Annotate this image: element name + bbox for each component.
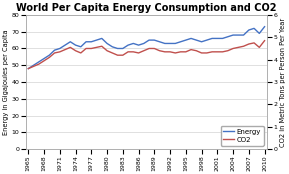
Energy — [63, 44, 67, 46]
Energy — [205, 39, 209, 41]
CO2 — [200, 52, 203, 54]
Energy — [237, 34, 240, 36]
Energy — [163, 42, 166, 45]
CO2 — [257, 46, 261, 48]
Energy — [184, 39, 188, 41]
CO2 — [32, 65, 35, 67]
CO2 — [216, 51, 219, 53]
Line: Energy: Energy — [28, 27, 264, 69]
CO2 — [27, 68, 30, 70]
CO2 — [163, 51, 166, 53]
CO2 — [174, 52, 177, 54]
Energy — [53, 49, 56, 51]
Energy — [105, 42, 109, 45]
Energy — [179, 41, 182, 43]
Energy — [257, 32, 261, 34]
CO2 — [95, 46, 98, 48]
CO2 — [100, 45, 103, 47]
CO2 — [58, 51, 62, 53]
CO2 — [142, 50, 146, 52]
Energy — [42, 57, 46, 60]
Energy — [95, 39, 98, 41]
Energy — [68, 41, 72, 43]
Energy — [226, 36, 229, 38]
CO2 — [79, 52, 83, 54]
CO2 — [37, 63, 40, 65]
Energy — [27, 68, 30, 70]
CO2 — [53, 52, 56, 54]
CO2 — [158, 50, 161, 52]
CO2 — [48, 56, 51, 58]
CO2 — [74, 50, 77, 52]
CO2 — [131, 51, 135, 53]
Energy — [90, 41, 93, 43]
CO2 — [184, 51, 188, 53]
Energy — [84, 41, 88, 43]
CO2 — [153, 48, 156, 50]
Energy — [200, 41, 203, 43]
Energy — [121, 48, 125, 50]
CO2 — [63, 49, 67, 51]
Title: World Per Capita Energy Consumption and CO2: World Per Capita Energy Consumption and … — [16, 3, 277, 13]
Energy — [194, 39, 198, 41]
Energy — [247, 29, 251, 31]
CO2 — [263, 40, 266, 42]
Energy — [137, 44, 140, 46]
Energy — [32, 64, 35, 66]
CO2 — [252, 42, 256, 44]
CO2 — [205, 52, 209, 54]
Line: CO2: CO2 — [28, 41, 264, 69]
CO2 — [126, 51, 130, 53]
Energy — [189, 37, 193, 39]
Energy — [221, 37, 224, 39]
CO2 — [147, 48, 151, 50]
Y-axis label: CO2 in Metric Tons per Person Per Year: CO2 in Metric Tons per Person Per Year — [280, 17, 286, 147]
CO2 — [231, 48, 235, 50]
Energy — [74, 44, 77, 46]
CO2 — [194, 50, 198, 52]
CO2 — [242, 45, 245, 47]
Energy — [126, 44, 130, 46]
CO2 — [168, 51, 172, 53]
CO2 — [226, 50, 229, 52]
Energy — [79, 46, 83, 48]
Energy — [37, 61, 40, 63]
Energy — [242, 34, 245, 36]
CO2 — [84, 48, 88, 50]
CO2 — [121, 54, 125, 56]
Energy — [174, 42, 177, 45]
CO2 — [116, 54, 119, 56]
Energy — [216, 37, 219, 39]
Energy — [116, 48, 119, 50]
Energy — [142, 42, 146, 45]
CO2 — [90, 48, 93, 50]
Legend: Energy, CO2: Energy, CO2 — [221, 126, 264, 146]
Energy — [58, 48, 62, 50]
CO2 — [42, 60, 46, 62]
Energy — [153, 39, 156, 41]
CO2 — [210, 51, 214, 53]
Energy — [131, 42, 135, 45]
Energy — [231, 34, 235, 36]
Energy — [252, 27, 256, 29]
Energy — [158, 41, 161, 43]
CO2 — [247, 43, 251, 45]
Y-axis label: Energy in Gigajoules per Capita: Energy in Gigajoules per Capita — [3, 29, 9, 135]
Energy — [168, 42, 172, 45]
Energy — [147, 39, 151, 41]
Energy — [210, 37, 214, 39]
CO2 — [237, 46, 240, 48]
CO2 — [105, 50, 109, 52]
Energy — [100, 37, 103, 39]
CO2 — [189, 49, 193, 51]
CO2 — [68, 46, 72, 48]
CO2 — [221, 51, 224, 53]
CO2 — [111, 52, 114, 54]
CO2 — [179, 51, 182, 53]
Energy — [263, 26, 266, 28]
CO2 — [137, 52, 140, 54]
Energy — [111, 46, 114, 48]
Energy — [48, 54, 51, 56]
